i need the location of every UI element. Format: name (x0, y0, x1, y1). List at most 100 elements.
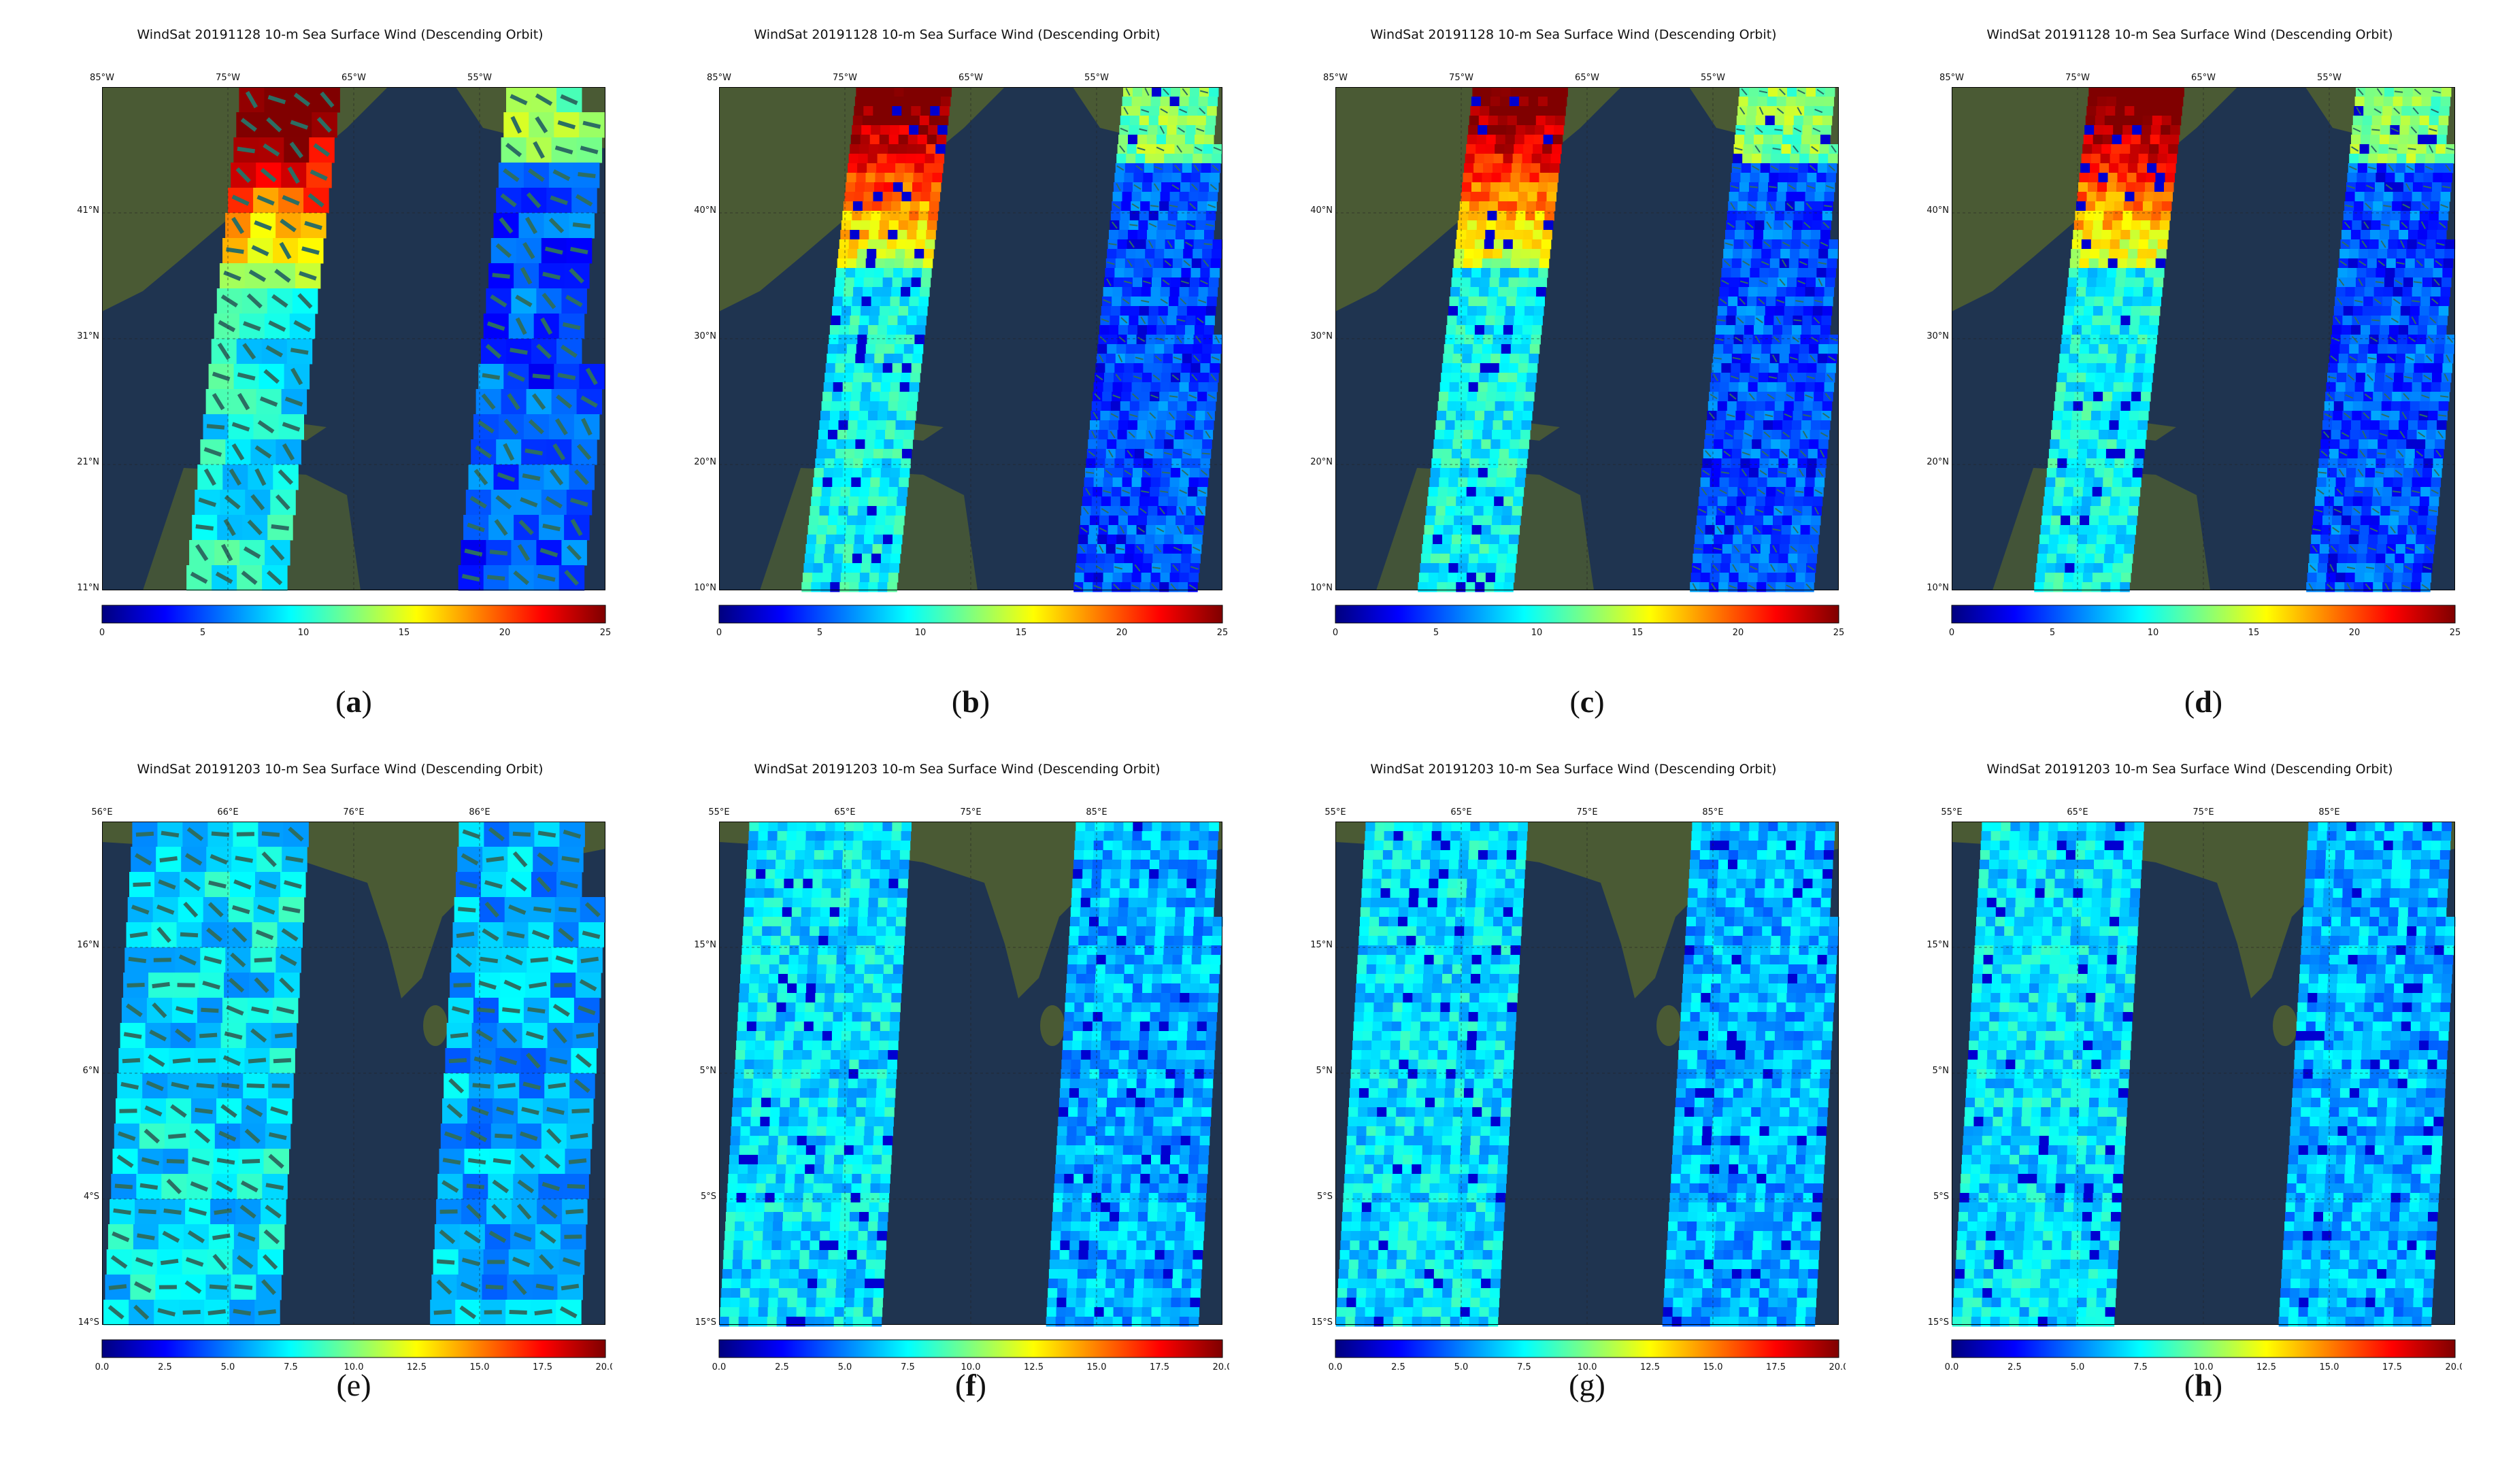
colorbar-gradient (1335, 605, 1839, 624)
colorbar: 0.0 2.5 5.0 7.5 10.0 12.5 15.0 17.5 20.0 (712, 1339, 1229, 1372)
wind-swaths (103, 822, 606, 1326)
map-panel-b: WindSat 20191128 10-m Sea Surface Wind (… (685, 27, 1229, 639)
lon-tick-label: 55°W (1084, 73, 1109, 83)
map-panel-c: WindSat 20191128 10-m Sea Surface Wind (… (1301, 27, 1846, 639)
map-area (102, 822, 606, 1326)
caption-letter: g (1579, 1368, 1595, 1402)
wind-swaths (1335, 822, 1839, 1327)
lat-tick-label: 40°N (1927, 205, 1949, 216)
lon-tick-label: 75°W (833, 73, 857, 83)
lat-tick-label: 16°N (77, 940, 99, 950)
colorbar-tick-label: 0.0 (95, 1362, 110, 1372)
colorbar-tick-label: 10.0 (961, 1362, 981, 1372)
map-frame (1952, 87, 2455, 590)
lon-tick-label: 65°W (959, 73, 983, 83)
map-svg: 55°E 65°E 75°E 85°E 15°N 5°N 5°S 15°S (1310, 807, 1839, 1328)
colorbar-tick-label: 20.0 (2446, 1362, 2462, 1372)
map-area (719, 822, 1223, 1327)
lon-tick-label: 85°E (1086, 807, 1107, 817)
colorbar-tick-label: 15.0 (1087, 1362, 1107, 1372)
graticule (719, 87, 1222, 590)
wind-swaths (2034, 87, 2456, 592)
colorbar-tick-label: 7.5 (284, 1362, 298, 1372)
colorbar-gradient (1951, 1339, 2456, 1358)
lat-tick-label: 40°N (694, 205, 716, 216)
map-panel-a: WindSat 20191128 10-m Sea Surface Wind (… (68, 27, 612, 639)
lon-tick-label: 65°E (834, 807, 855, 817)
colorbar-tick-label: 5.0 (1454, 1362, 1469, 1372)
colorbar-tick-label: 10 (2148, 628, 2159, 638)
colorbar-tick-label: 17.5 (1766, 1362, 1786, 1372)
colorbar-gradient (1951, 605, 2456, 624)
colorbar-gradient (1335, 1339, 1839, 1358)
colorbar-tick-label: 10.0 (1578, 1362, 1597, 1372)
map-svg: 55°E 65°E 75°E 85°E 15°N 5°N 5°S 15°S (1927, 807, 2456, 1328)
lon-tick-label: 75°E (1576, 807, 1597, 817)
map-svg: 56°E 66°E 76°E 86°E 16°N 6°N 4°S 14°S (77, 807, 606, 1328)
colorbar-tick-label: 10.0 (344, 1362, 364, 1372)
lat-tick-label: 15°N (1927, 940, 1949, 950)
colorbar-tick-label: 15.0 (1703, 1362, 1723, 1372)
graticule (1335, 87, 1839, 590)
caption-letter: d (2195, 684, 2212, 719)
map-svg: 85°W 75°W 65°W 55°W 40°N 30°N 20°N 10°N (1310, 73, 1839, 593)
colorbar-tick-label: 15 (1016, 628, 1027, 638)
colorbar-tick-label: 5.0 (2071, 1362, 2085, 1372)
lon-tick-label: 56°E (91, 807, 112, 817)
lat-tick-label: 6°N (83, 1066, 100, 1076)
caption-letter: h (2195, 1368, 2212, 1402)
map-svg: 85°W 75°W 65°W 55°W 41°N 31°N 21°N 11°N (77, 73, 605, 593)
colorbar-tick-label: 25 (1833, 628, 1845, 638)
wind-swaths (1952, 822, 2456, 1327)
panel-caption: (a) (335, 684, 372, 719)
lat-tick-label: 5°N (1933, 1066, 1950, 1076)
colorbar-tick-label: 17.5 (2382, 1362, 2402, 1372)
panel-caption: (c) (1569, 684, 1605, 719)
map-area (102, 87, 605, 591)
lat-tick-label: 21°N (77, 457, 99, 467)
lon-tick-label: 75°E (2193, 807, 2214, 817)
lat-tick-label: 31°N (77, 331, 99, 341)
caption-letter: f (965, 1368, 976, 1402)
caption-letter: e (346, 1368, 361, 1402)
map-area (719, 87, 1223, 592)
colorbar-tick-label: 17.5 (533, 1362, 552, 1372)
lat-tick-label: 20°N (1927, 457, 1949, 467)
colorbar-tick-label: 0.0 (712, 1362, 727, 1372)
lat-tick-label: 20°N (694, 457, 716, 467)
lat-tick-label: 10°N (1927, 583, 1949, 593)
panel-title: WindSat 20191128 10-m Sea Surface Wind (… (1986, 27, 2393, 42)
colorbar-tick-label: 5.0 (838, 1362, 852, 1372)
lon-tick-label: 55°E (1941, 807, 1962, 817)
sri-lanka-land (423, 1005, 448, 1046)
colorbar-tick-label: 0.0 (1945, 1362, 1959, 1372)
map-panel-g: WindSat 20191203 10-m Sea Surface Wind (… (1301, 762, 1846, 1374)
panel-title: WindSat 20191128 10-m Sea Surface Wind (… (1370, 27, 1777, 42)
colorbar: 0.0 2.5 5.0 7.5 10.0 12.5 15.0 17.5 20.0 (1329, 1339, 1846, 1372)
panel-caption: (h) (2184, 1368, 2223, 1402)
map-panel-h: WindSat 20191203 10-m Sea Surface Wind (… (1918, 762, 2462, 1374)
colorbar-tick-label: 5 (200, 628, 205, 638)
caption-letter: a (346, 684, 362, 719)
lon-tick-label: 55°W (467, 73, 492, 83)
lon-tick-label: 65°W (341, 73, 366, 83)
panel-caption: (g) (1569, 1368, 1605, 1402)
lon-tick-label: 85°E (1702, 807, 1723, 817)
colorbar: 0 5 10 15 20 25 (1949, 605, 2461, 638)
graticule (102, 87, 605, 590)
lon-tick-label: 55°E (1324, 807, 1346, 817)
lat-tick-label: 40°N (1310, 205, 1333, 216)
colorbar-tick-label: 20.0 (1213, 1362, 1229, 1372)
colorbar-tick-label: 15 (1632, 628, 1644, 638)
lon-tick-label: 55°W (1701, 73, 1725, 83)
lat-tick-label: 15°S (695, 1317, 716, 1328)
lat-tick-label: 5°N (700, 1066, 717, 1076)
panel-caption: (f) (955, 1368, 986, 1402)
lat-tick-label: 5°S (1933, 1192, 1949, 1202)
colorbar-tick-label: 15.0 (2320, 1362, 2339, 1372)
lon-tick-label: 55°W (2317, 73, 2341, 83)
graticule (719, 822, 1222, 1325)
lon-tick-label: 75°W (1449, 73, 1473, 83)
map-area (1952, 87, 2456, 592)
lat-tick-label: 5°S (1317, 1192, 1333, 1202)
